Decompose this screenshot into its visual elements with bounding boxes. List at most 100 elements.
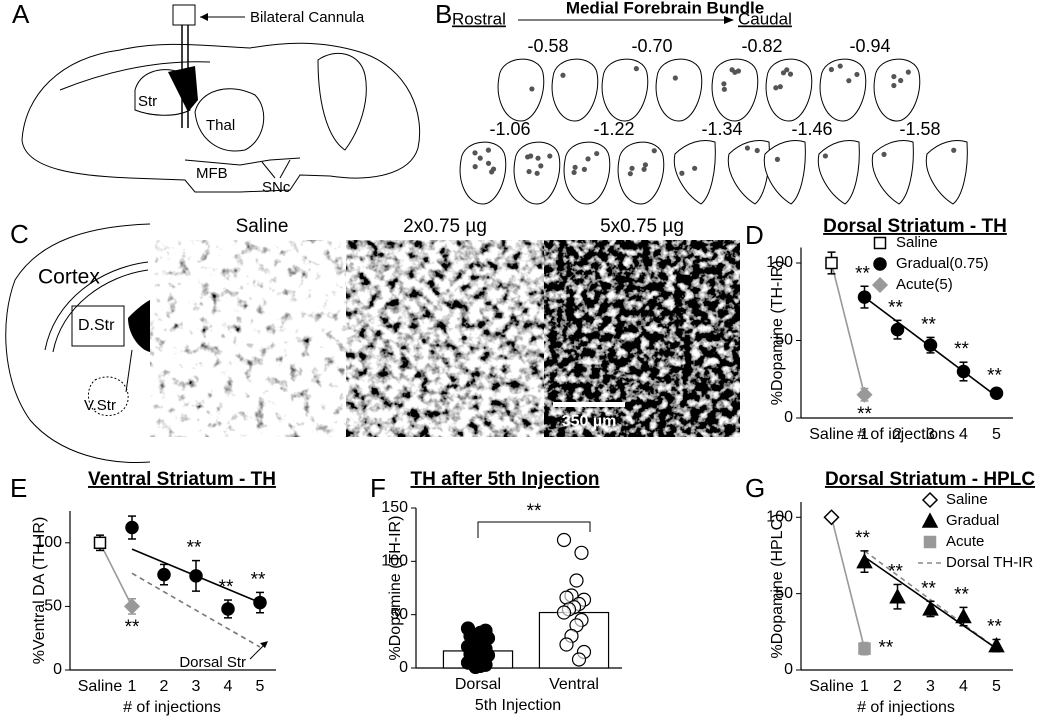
x-axis-label: # of injections — [857, 699, 955, 716]
cortex-line — [59, 61, 211, 91]
placement-dot — [525, 154, 531, 160]
marker — [989, 386, 1004, 400]
placement-dot — [477, 155, 483, 161]
brain-section — [873, 58, 921, 122]
brain-section — [563, 141, 611, 205]
section-label: -0.82 — [741, 36, 782, 56]
significance-bracket — [477, 521, 591, 538]
chart-title: Ventral Striatum - TH — [88, 469, 276, 490]
y-axis-label: %Dopamine (HPLC) — [769, 514, 786, 659]
placement-dot — [891, 73, 897, 80]
striatum-injection — [168, 66, 198, 112]
y-tick-label: 50 — [775, 585, 793, 602]
x-tick-label: 5 — [992, 426, 1001, 443]
y-tick-label: 0 — [784, 661, 793, 678]
placement-dot — [846, 78, 852, 84]
marker — [189, 569, 203, 583]
placement-dot — [721, 81, 727, 87]
x-axis-label: # of injections — [857, 426, 955, 443]
brain-section — [601, 58, 649, 122]
region-label: V.Str — [84, 397, 116, 414]
title: Medial Forebrain Bundle — [566, 0, 764, 17]
section-label: -1.58 — [899, 119, 940, 139]
placement-dot — [732, 69, 738, 75]
placement-dot — [581, 166, 587, 172]
x-tick-label: Dorsal — [455, 676, 501, 693]
y-tick-label: 0 — [53, 661, 62, 678]
significance: ** — [954, 339, 969, 360]
y-tick-label: 150 — [381, 499, 408, 516]
placement-dot — [641, 166, 647, 172]
legend-label: Saline — [946, 491, 988, 508]
brain-section — [763, 140, 806, 205]
significance: ** — [879, 638, 894, 659]
x-tick-label: 2 — [893, 678, 902, 695]
marker — [873, 236, 887, 250]
region-label: SNc — [262, 179, 291, 196]
x-tick-label: 2 — [160, 678, 169, 695]
placement-dot — [485, 147, 492, 153]
x-tick-label: 3 — [192, 678, 201, 695]
placement-dot — [485, 160, 492, 166]
placement-dot — [773, 85, 779, 91]
data-point — [569, 573, 584, 588]
y-axis-label: %Ventral DA (TH-IR) — [31, 517, 48, 665]
brain-section — [925, 140, 968, 205]
placement-dot — [627, 171, 633, 177]
data-point — [556, 532, 572, 548]
x-tick-label: 1 — [860, 426, 869, 443]
placement-dot — [672, 75, 678, 81]
marker — [988, 636, 1005, 653]
marker — [923, 338, 938, 352]
scale-bar — [553, 402, 625, 407]
micrograph — [150, 240, 346, 437]
placement-dot — [629, 165, 635, 171]
significance: ** — [251, 569, 266, 590]
x-tick-label: Ventral — [549, 676, 599, 693]
thalamus — [194, 88, 265, 152]
placement-dot — [472, 164, 478, 170]
data-point — [559, 637, 574, 652]
brain-section — [497, 58, 545, 122]
brain-section — [765, 58, 813, 122]
line-label: Dorsal Str — [179, 654, 246, 671]
data-point — [556, 605, 572, 620]
panel-label: C — [10, 219, 29, 249]
image-label: 2x0.75 µg — [403, 216, 487, 237]
y-tick-label: 0 — [399, 659, 408, 676]
placement-dot — [787, 71, 794, 77]
significance: ** — [987, 616, 1002, 637]
placement-dot — [721, 86, 727, 92]
placement-dot — [774, 156, 781, 162]
data-point — [574, 545, 589, 560]
trend-line — [99, 542, 133, 607]
y-tick-label: 100 — [381, 553, 408, 570]
marker — [825, 256, 838, 270]
placement-dot — [898, 77, 904, 84]
brain-section — [617, 141, 665, 205]
brain-section — [819, 58, 867, 122]
x-tick-label: 4 — [959, 678, 968, 695]
legend-label: Acute(5) — [896, 276, 953, 293]
placement-dot — [744, 145, 751, 151]
marker — [955, 607, 972, 624]
y-tick-label: 50 — [44, 598, 62, 615]
section-label: -0.94 — [849, 36, 890, 56]
x-tick-label: 5 — [256, 678, 265, 695]
significance: ** — [888, 297, 903, 318]
brain-section — [871, 140, 914, 205]
section-label: -1.34 — [701, 119, 742, 139]
cerebellum — [317, 52, 367, 151]
legend-label: Dorsal TH-IR — [946, 554, 1033, 571]
y-tick-label: 100 — [766, 508, 793, 525]
marker — [871, 276, 889, 294]
placement-dot — [679, 170, 685, 176]
placement-dot — [777, 84, 783, 90]
section-label: -1.22 — [593, 119, 634, 139]
significance: ** — [125, 617, 140, 638]
x-axis-label: 5th Injection — [475, 697, 561, 714]
corpus-callosum — [44, 261, 149, 353]
placement-dot — [529, 86, 535, 92]
cannula-track — [125, 349, 133, 393]
